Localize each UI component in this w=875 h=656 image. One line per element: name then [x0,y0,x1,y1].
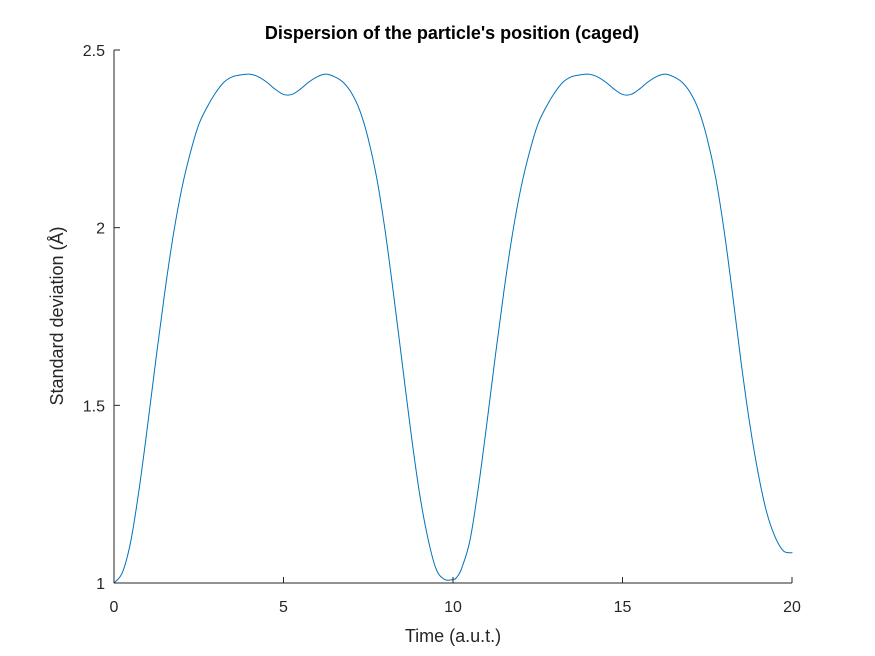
x-tick-label: 5 [279,599,288,616]
x-tick-label: 10 [444,599,462,616]
plot-area: 0 5 10 15 20 1 1.5 2 2.5 [83,43,801,616]
x-axis-label: Time (a.u.t.) [405,626,501,646]
x-axis-ticks: 0 5 10 15 20 [110,577,801,616]
y-tick-label: 1.5 [83,398,105,415]
y-tick-label: 1 [96,576,105,593]
series-layer [113,73,793,584]
x-tick-label: 0 [110,599,119,616]
y-tick-label: 2 [96,221,105,238]
x-tick-label: 15 [614,599,632,616]
chart-title: Dispersion of the particle's position (c… [265,23,639,43]
series-line-0 [113,73,793,584]
y-axis-label: Standard deviation (Å) [47,226,67,405]
y-axis-ticks: 1 1.5 2 2.5 [83,43,120,593]
y-tick-label: 2.5 [83,43,105,60]
x-tick-label: 20 [783,599,801,616]
